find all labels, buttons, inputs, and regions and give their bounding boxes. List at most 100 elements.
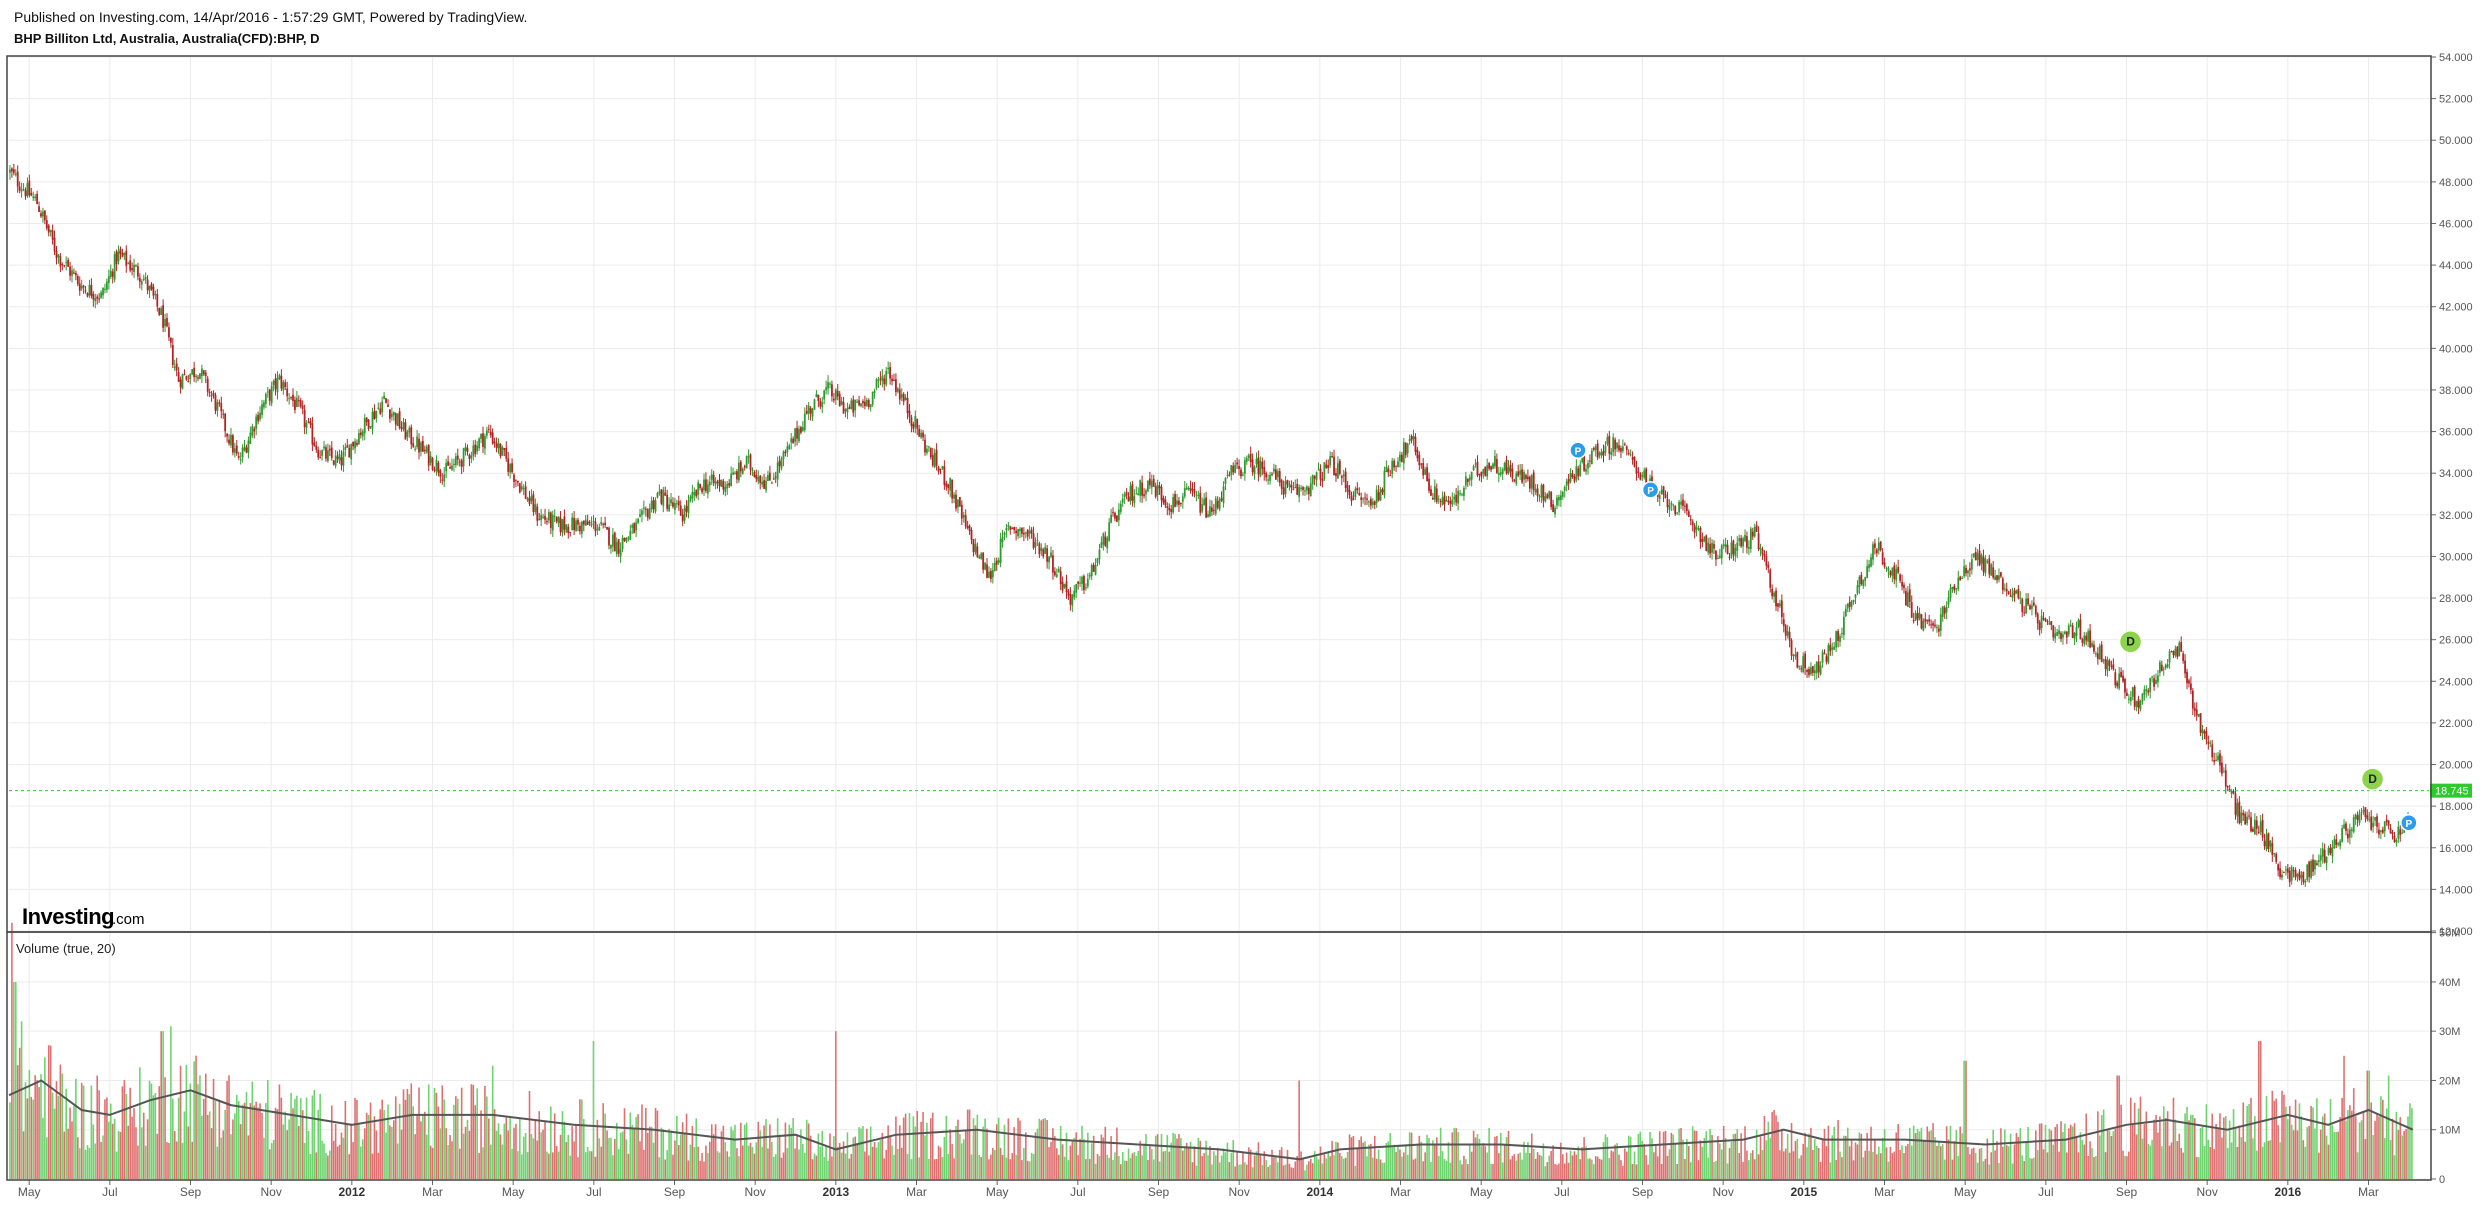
volume-bar	[1810, 1127, 1812, 1179]
candle-body	[1602, 451, 1605, 456]
event-marker-p[interactable]: P	[2400, 814, 2418, 832]
volume-bar	[425, 1134, 428, 1179]
candle-body	[1185, 487, 1188, 490]
candle-body	[805, 410, 808, 414]
volume-bar	[511, 1148, 513, 1179]
volume-bar	[245, 1092, 248, 1179]
volume-bar	[720, 1131, 723, 1179]
volume-bar	[1158, 1161, 1161, 1179]
candle-body	[197, 377, 199, 379]
candle-body	[45, 220, 48, 229]
volume-bar	[290, 1092, 292, 1179]
candle-body	[1337, 463, 1339, 479]
volume-bar	[1691, 1126, 1694, 1179]
volume-bar	[1488, 1127, 1490, 1179]
volume-bar	[1620, 1160, 1622, 1179]
volume-bar	[662, 1129, 665, 1179]
candle-body	[929, 447, 932, 458]
dividend-marker[interactable]: D	[2360, 767, 2385, 791]
candle-body	[346, 445, 349, 448]
volume-bar	[1864, 1150, 1867, 1179]
candle-body	[1846, 603, 1849, 609]
volume-bar	[1197, 1137, 1200, 1179]
candle-body	[1934, 624, 1936, 627]
candle-body	[1978, 550, 1981, 566]
candle-body	[379, 408, 382, 414]
candle-body	[429, 455, 432, 463]
volume-bar	[2333, 1131, 2336, 1179]
candle-body	[986, 564, 988, 578]
candle-body	[1951, 586, 1954, 589]
volume-bar	[2296, 1130, 2299, 1179]
volume-bar	[674, 1140, 676, 1179]
candle-body	[982, 552, 985, 570]
candle-body	[367, 419, 370, 430]
volume-bar	[575, 1124, 577, 1179]
candle-body	[1435, 488, 1438, 502]
volume-bar	[555, 1145, 558, 1179]
candle-body	[449, 467, 451, 469]
candle-body	[383, 395, 386, 400]
candle-body	[2341, 828, 2344, 842]
candle-body	[454, 456, 457, 466]
volume-bar	[2246, 1106, 2248, 1179]
volume-bar	[2083, 1144, 2086, 1179]
candle-body	[883, 378, 886, 385]
volume-bar	[939, 1147, 942, 1179]
candle-body	[586, 521, 589, 525]
candle-body	[761, 481, 764, 485]
candle-body	[1428, 478, 1430, 491]
candle-body	[2263, 840, 2266, 847]
candle-body	[1476, 461, 1479, 476]
volume-bar	[1339, 1153, 1341, 1179]
volume-bar	[270, 1143, 273, 1179]
dividend-marker[interactable]: D	[2118, 629, 2143, 654]
volume-bar	[1418, 1135, 1421, 1179]
volume-bar	[385, 1132, 387, 1179]
candle-body	[418, 438, 420, 453]
event-marker-p[interactable]: P	[1641, 481, 1660, 499]
candle-body	[478, 438, 481, 449]
volume-bar	[962, 1139, 965, 1179]
volume-bar	[1013, 1127, 1015, 1179]
volume-bar	[2347, 1110, 2349, 1179]
volume-bar	[850, 1153, 853, 1179]
candle-body	[803, 413, 806, 430]
candle-body	[1540, 485, 1543, 498]
volume-bar	[458, 1148, 461, 1179]
candle-body	[1090, 565, 1093, 577]
candle-body	[918, 428, 921, 437]
event-markers[interactable]: P P D D P	[1569, 441, 2418, 832]
volume-bar	[2176, 1141, 2179, 1179]
volume-tick-label: 50M	[2439, 928, 2460, 940]
volume-bar	[598, 1138, 601, 1179]
volume-bar	[2157, 1132, 2159, 1179]
candle-body	[889, 367, 891, 379]
volume-bar	[1220, 1155, 1223, 1179]
candle-body	[1573, 476, 1576, 482]
event-marker-p[interactable]: P	[1569, 441, 1587, 460]
volume-bar	[127, 1125, 130, 1179]
candle-body	[2368, 819, 2371, 821]
candle-body	[999, 538, 1002, 563]
candle-body	[2106, 659, 2109, 671]
candle-body	[292, 394, 294, 401]
candle-body	[1517, 471, 1520, 476]
volume-bar	[802, 1143, 804, 1179]
candle-body	[2126, 692, 2128, 696]
volume-bar	[1955, 1130, 1958, 1179]
volume-bar	[358, 1123, 360, 1179]
time-tick-label: Jul	[1070, 1185, 1085, 1199]
candle-body	[1521, 469, 1523, 483]
volume-bar	[439, 1128, 442, 1179]
candle-body	[354, 441, 356, 449]
volume-bar	[78, 1148, 81, 1179]
candle-body	[2252, 828, 2254, 832]
candle-body	[1703, 536, 1706, 542]
volume-bar	[1042, 1118, 1045, 1179]
volume-bar	[2391, 1118, 2394, 1179]
candle-body	[63, 265, 66, 267]
volume-bar	[803, 1152, 806, 1179]
candle-body	[1897, 567, 1900, 573]
